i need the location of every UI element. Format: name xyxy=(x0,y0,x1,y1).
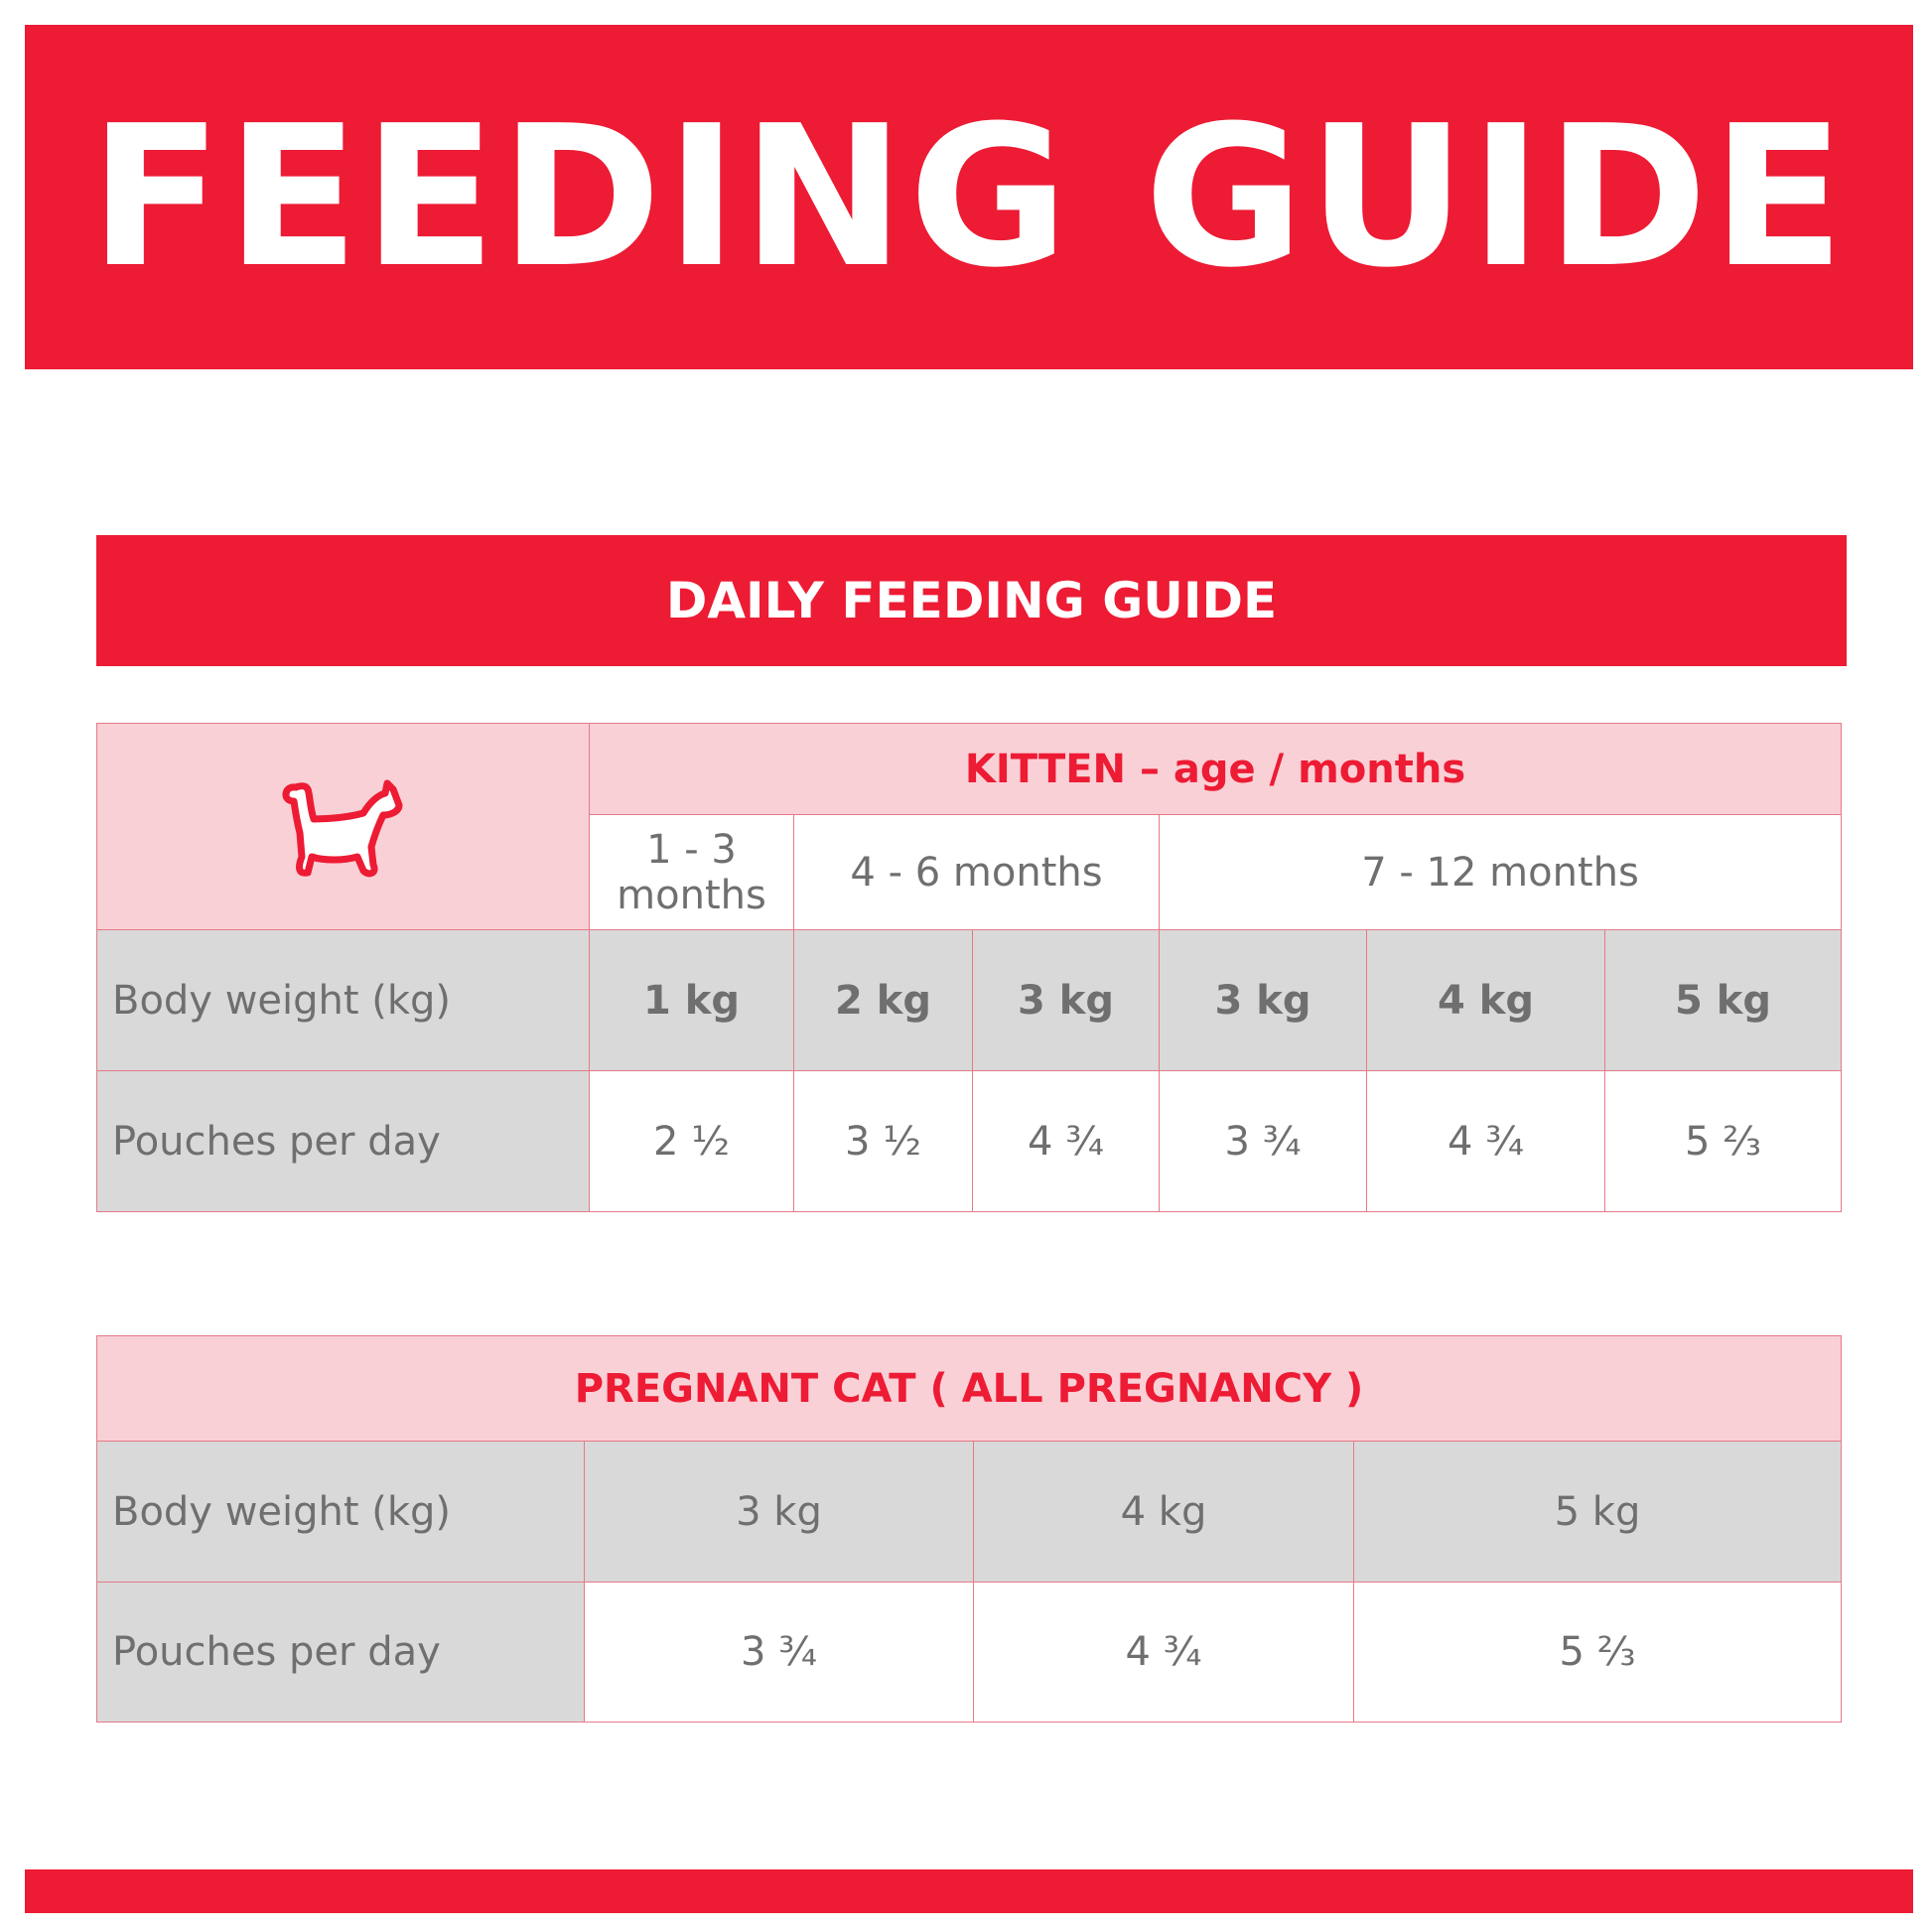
weight-cell: 5 kg xyxy=(1353,1441,1842,1583)
pregnant-header: PREGNANT CAT ( ALL PREGNANCY ) xyxy=(96,1335,1842,1442)
row-label-pouches: Pouches per day xyxy=(96,1070,590,1212)
weight-cell: 5 kg xyxy=(1604,929,1842,1071)
weight-cell: 3 kg xyxy=(1159,929,1367,1071)
pouches-cell: 4 ¾ xyxy=(1366,1070,1605,1212)
age-group-7-12: 7 - 12 months xyxy=(1159,814,1842,930)
row-label-body-weight: Body weight (kg) xyxy=(96,1441,585,1583)
row-label-body-weight: Body weight (kg) xyxy=(96,929,590,1071)
cat-icon-cell xyxy=(96,723,590,930)
weight-cell: 3 kg xyxy=(972,929,1160,1071)
pouches-cell: 3 ½ xyxy=(793,1070,973,1212)
pouches-cell: 3 ¾ xyxy=(584,1582,974,1723)
pouches-cell: 5 ⅔ xyxy=(1604,1070,1842,1212)
footer-bar xyxy=(25,1869,1913,1913)
row-label-pouches: Pouches per day xyxy=(96,1582,585,1723)
weight-cell: 1 kg xyxy=(589,929,794,1071)
pouches-cell: 4 ¾ xyxy=(972,1070,1160,1212)
pouches-cell: 5 ⅔ xyxy=(1353,1582,1842,1723)
subtitle-banner: DAILY FEEDING GUIDE xyxy=(96,535,1847,666)
kitten-header: KITTEN – age / months xyxy=(589,723,1842,815)
page-title: FEEDING GUIDE xyxy=(89,83,1849,311)
weight-cell: 4 kg xyxy=(1366,929,1605,1071)
section-title: DAILY FEEDING GUIDE xyxy=(665,572,1278,629)
title-banner: FEEDING GUIDE xyxy=(25,25,1913,369)
weight-cell: 3 kg xyxy=(584,1441,974,1583)
age-group-4-6: 4 - 6 months xyxy=(793,814,1160,930)
pouches-cell: 2 ½ xyxy=(589,1070,794,1212)
pouches-cell: 4 ¾ xyxy=(973,1582,1354,1723)
pouches-cell: 3 ¾ xyxy=(1159,1070,1367,1212)
weight-cell: 4 kg xyxy=(973,1441,1354,1583)
weight-cell: 2 kg xyxy=(793,929,973,1071)
age-group-1-3: 1 - 3 months xyxy=(589,814,794,930)
cat-icon xyxy=(282,779,402,877)
